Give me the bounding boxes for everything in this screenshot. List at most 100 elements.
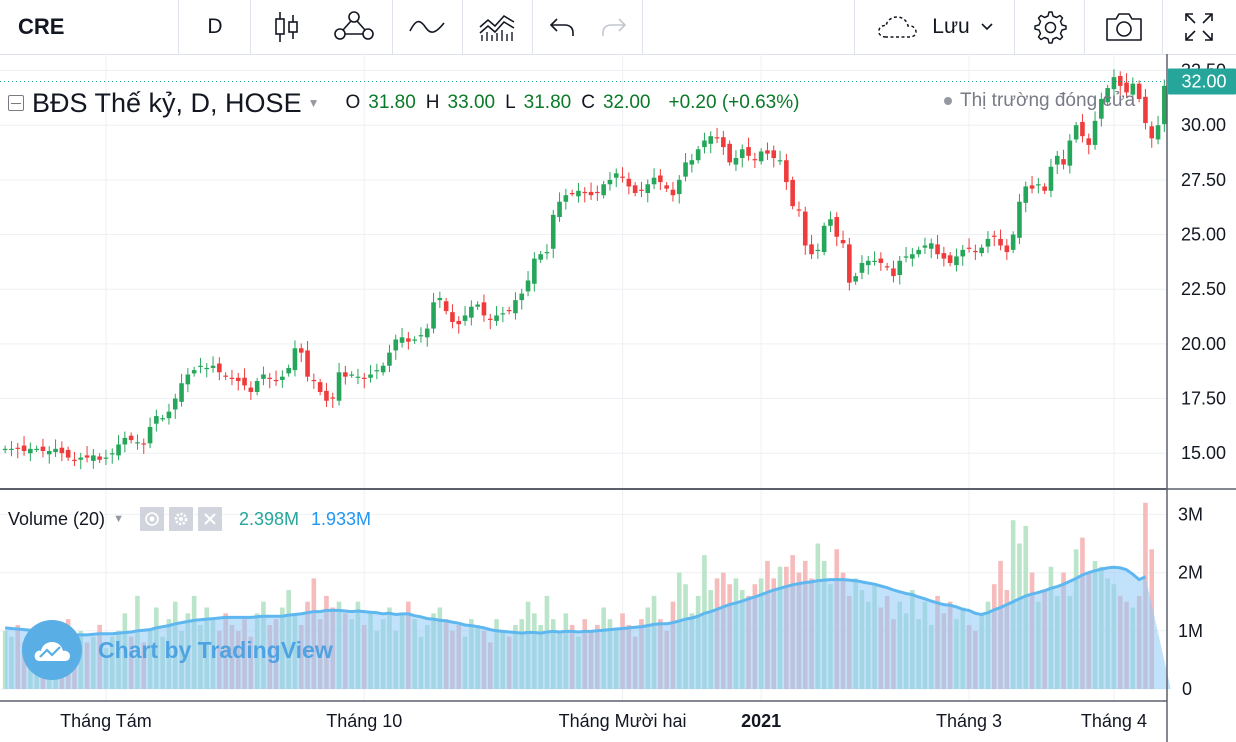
market-status[interactable]: Thị trường đóng cửa — [944, 90, 1135, 112]
volume-axis[interactable]: 0 1M 2M 3M — [1178, 504, 1203, 699]
candle-body — [928, 243, 934, 249]
candle-body — [784, 160, 789, 183]
candle-body — [122, 437, 128, 445]
candle-body — [1080, 121, 1085, 137]
candle-body — [424, 328, 430, 338]
candle-body — [412, 339, 417, 341]
redo-button[interactable] — [592, 0, 636, 54]
volume-tick-label: 1M — [1178, 621, 1203, 641]
candle-body — [147, 426, 153, 444]
gear-icon[interactable] — [168, 507, 193, 531]
candle-body — [494, 315, 499, 321]
indicators-button[interactable] — [318, 0, 390, 54]
candle-body — [1111, 77, 1117, 90]
candle-body — [708, 136, 714, 144]
price-tick-label: 25.00 — [1181, 225, 1226, 245]
candle-body — [185, 374, 191, 385]
chevron-down-icon — [981, 23, 993, 31]
undo-button[interactable] — [540, 0, 584, 54]
series-title[interactable]: BĐS Thế kỷ, D, HOSE — [32, 87, 302, 118]
candle-body — [576, 190, 581, 197]
candle-body — [1054, 155, 1060, 165]
snapshot-button[interactable] — [1090, 0, 1158, 54]
caret-down-icon[interactable]: ▼ — [307, 96, 320, 110]
close-value: 32.00 — [602, 92, 651, 113]
candle-body — [752, 159, 758, 161]
candle-body — [380, 365, 386, 373]
candle-body — [1130, 83, 1136, 95]
save-layout-button[interactable]: Lưu — [856, 0, 1014, 54]
toolbar-divider — [532, 0, 533, 54]
collapse-legend-button[interactable] — [8, 95, 24, 111]
close-icon[interactable] — [197, 507, 222, 531]
candle-body — [21, 445, 27, 452]
price-tick-label: 15.00 — [1181, 443, 1226, 463]
candle-body — [462, 315, 468, 321]
templates-button[interactable] — [466, 0, 528, 54]
tradingview-watermark[interactable]: Chart by TradingView — [22, 620, 333, 680]
candle-body — [532, 258, 537, 284]
candle-body — [821, 225, 827, 253]
low-label: L — [505, 92, 516, 113]
settings-button[interactable] — [1018, 0, 1080, 54]
candle-body — [229, 377, 235, 379]
candle-body — [78, 457, 84, 460]
candle-body — [387, 352, 392, 366]
tradingview-logo — [22, 620, 82, 680]
candle-body — [758, 151, 764, 162]
candle-body — [878, 258, 884, 263]
last-price-badge: 32.00 — [1168, 68, 1236, 95]
candle-body — [9, 448, 14, 451]
candle-body — [991, 235, 997, 237]
symbol-search-button[interactable]: CRE — [18, 14, 65, 39]
candle-body — [349, 374, 354, 376]
undo-icon — [549, 18, 574, 36]
candle-body — [1162, 85, 1167, 125]
candle-body — [1048, 166, 1054, 191]
candle-body — [1117, 76, 1123, 86]
candle-body — [443, 301, 449, 312]
fullscreen-icon — [1185, 13, 1213, 41]
change-value: +0.20 (+0.63%) — [668, 92, 800, 113]
candle-body — [128, 435, 134, 441]
interval-button[interactable]: D — [207, 15, 223, 38]
candle-body — [500, 313, 506, 315]
volume-study-title[interactable]: Volume (20) — [8, 508, 106, 529]
watermark-text: Chart by TradingView — [98, 636, 333, 663]
candle-body — [815, 249, 821, 252]
fullscreen-button[interactable] — [1168, 0, 1230, 54]
candle-body — [217, 363, 222, 373]
chart-canvas[interactable]: 15.0017.5020.0022.5025.0027.5030.0032.50… — [0, 54, 1236, 742]
candle-body — [847, 244, 852, 283]
candle-body — [513, 300, 518, 314]
candle-body — [947, 255, 953, 263]
candle-body — [632, 185, 638, 194]
market-status-text: Thị trường đóng cửa — [960, 90, 1136, 111]
indicators-icon — [334, 11, 374, 40]
price-tick-label: 17.50 — [1181, 389, 1226, 409]
price-tick-label: 20.00 — [1181, 334, 1226, 354]
candle-body — [683, 162, 688, 177]
candle-body — [519, 293, 525, 301]
caret-down-icon[interactable]: ▼ — [113, 513, 124, 525]
time-axis[interactable]: Tháng Tám Tháng 10 Tháng Mười hai 2021 Tháng… — [60, 711, 1147, 731]
candle-body — [569, 193, 575, 195]
candle-body — [481, 302, 487, 316]
volume-legend: Volume (20) ▼ 2.398M 1.933M — [8, 504, 371, 534]
chart-type-button[interactable] — [256, 0, 316, 54]
candle-body — [802, 211, 808, 246]
candle-body — [475, 304, 480, 307]
candle-body — [406, 338, 411, 342]
eye-icon[interactable] — [139, 507, 164, 531]
volume-tick-label: 0 — [1182, 679, 1192, 699]
open-value: 31.80 — [368, 92, 416, 113]
candle-body — [607, 179, 613, 185]
candle-body — [160, 418, 165, 420]
candle-body — [733, 158, 739, 165]
compare-button[interactable] — [396, 0, 458, 54]
candle-body — [317, 382, 323, 392]
candle-body — [538, 254, 543, 260]
candle-body — [286, 367, 291, 374]
candle-body — [979, 247, 984, 254]
